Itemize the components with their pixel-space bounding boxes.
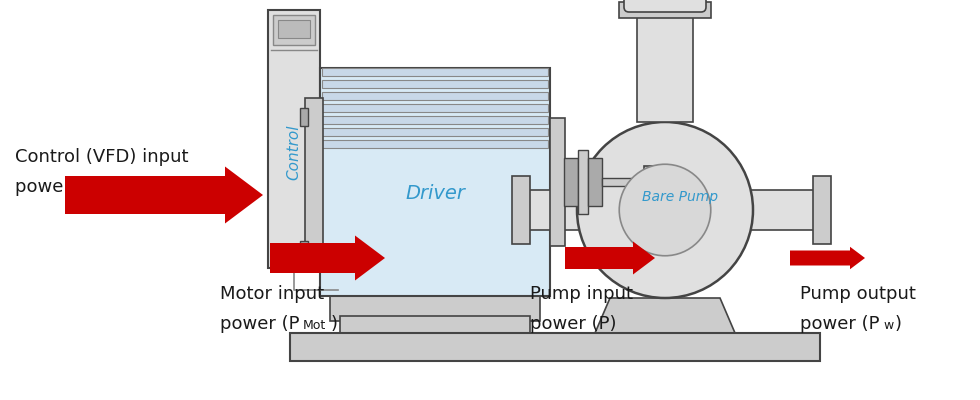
- Circle shape: [279, 245, 285, 251]
- Text: Motor input: Motor input: [220, 285, 324, 303]
- Bar: [578, 150, 588, 214]
- Bar: [588, 158, 602, 206]
- Circle shape: [303, 245, 309, 251]
- Text: w: w: [883, 319, 893, 332]
- Bar: [305, 98, 323, 266]
- Bar: [322, 140, 548, 148]
- Bar: [813, 176, 831, 244]
- Bar: [322, 68, 548, 76]
- Bar: [602, 178, 647, 186]
- Text: Control (VFD) input: Control (VFD) input: [15, 148, 188, 166]
- Bar: [619, 2, 711, 18]
- Text: Driver: Driver: [405, 184, 465, 203]
- Bar: [751, 190, 816, 230]
- Bar: [300, 108, 308, 126]
- Bar: [320, 68, 550, 296]
- Text: Mot: Mot: [303, 319, 326, 332]
- Bar: [564, 158, 578, 206]
- Text: Control: Control: [286, 124, 302, 180]
- Bar: [322, 116, 548, 124]
- FancyArrow shape: [565, 242, 655, 274]
- Text: ): ): [331, 315, 338, 333]
- FancyArrow shape: [270, 236, 385, 280]
- Bar: [322, 104, 548, 112]
- Text: power (P: power (P: [15, 178, 94, 196]
- Text: ): ): [134, 178, 141, 196]
- Bar: [322, 128, 548, 136]
- Text: Pump output: Pump output: [800, 285, 916, 303]
- Bar: [330, 296, 540, 321]
- Bar: [340, 316, 530, 336]
- Text: Bare Pump: Bare Pump: [642, 190, 718, 204]
- Bar: [268, 10, 320, 268]
- FancyArrow shape: [790, 247, 865, 269]
- Text: Drive: Drive: [98, 182, 131, 195]
- Text: Pump input: Pump input: [530, 285, 633, 303]
- FancyBboxPatch shape: [624, 0, 706, 12]
- Text: power (P): power (P): [530, 315, 616, 333]
- Text: ): ): [895, 315, 902, 333]
- Bar: [273, 15, 315, 45]
- Circle shape: [619, 164, 710, 256]
- Bar: [300, 241, 308, 259]
- Text: power (P: power (P: [220, 315, 300, 333]
- Bar: [322, 80, 548, 88]
- Bar: [322, 92, 548, 100]
- Circle shape: [577, 122, 753, 298]
- Bar: [550, 118, 565, 246]
- Bar: [290, 333, 820, 361]
- FancyArrow shape: [65, 166, 263, 224]
- Bar: [278, 20, 310, 38]
- Polygon shape: [595, 298, 735, 333]
- Bar: [512, 176, 530, 244]
- Text: power (P: power (P: [800, 315, 879, 333]
- Bar: [517, 190, 579, 230]
- Bar: [644, 166, 662, 198]
- Bar: [637, 7, 693, 122]
